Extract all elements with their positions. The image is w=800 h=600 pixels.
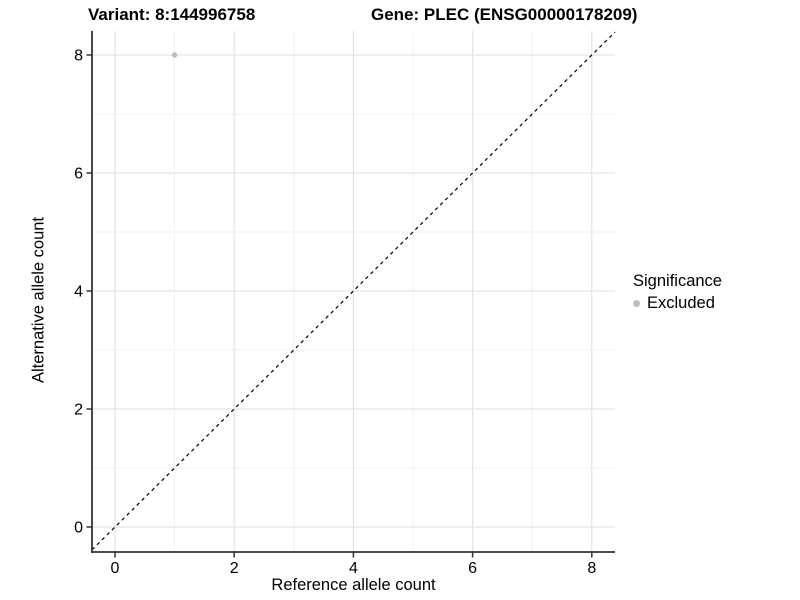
y-tick-label: 4 — [74, 284, 83, 301]
x-tick-label: 6 — [468, 560, 477, 577]
y-tick-label: 6 — [74, 166, 83, 183]
x-tick-label: 4 — [349, 560, 358, 577]
x-tick-label: 2 — [230, 560, 239, 577]
x-axis-title: Reference allele count — [271, 576, 436, 594]
variant-title: Variant: 8:144996758 — [88, 5, 256, 24]
legend-item-excluded: Excluded — [633, 294, 722, 313]
x-tick-label: 8 — [587, 560, 596, 577]
y-tick-label: 8 — [74, 48, 83, 65]
y-axis-title: Alternative allele count — [29, 216, 48, 384]
y-tick-label: 0 — [74, 520, 83, 537]
excluded-point-icon — [633, 300, 640, 307]
legend-item-label: Excluded — [647, 294, 715, 312]
legend-title: Significance — [633, 272, 722, 290]
x-tick-label: 0 — [111, 560, 120, 577]
y-tick-label: 2 — [74, 402, 83, 419]
gene-title: Gene: PLEC (ENSG00000178209) — [371, 5, 638, 24]
data-point — [171, 52, 178, 58]
legend: Significance Excluded — [633, 272, 722, 313]
